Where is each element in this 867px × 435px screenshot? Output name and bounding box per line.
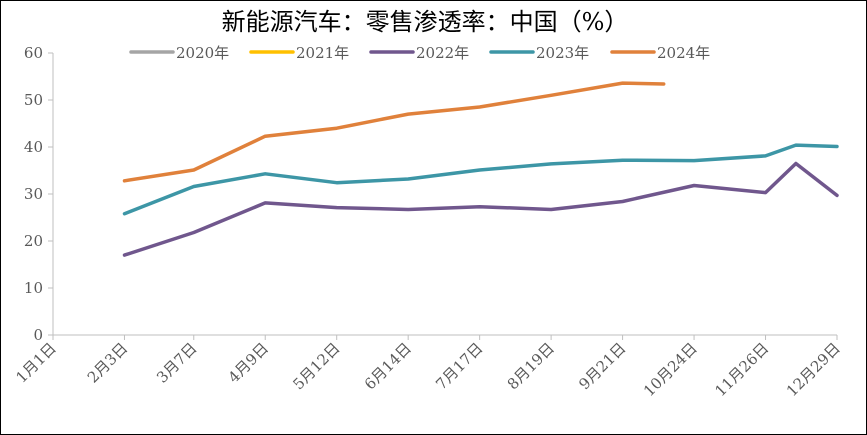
legend-label: 2023年 (536, 44, 589, 62)
legend-label: 2022年 (416, 44, 469, 62)
x-tick-label: 3月7日 (153, 339, 200, 386)
legend-label: 2020年 (176, 44, 229, 62)
y-tick-label: 0 (33, 326, 43, 344)
x-tick-label: 11月26日 (711, 339, 772, 400)
x-tick-label: 10月24日 (640, 339, 701, 400)
x-tick-label: 4月9日 (225, 339, 272, 386)
y-tick-label: 30 (24, 185, 43, 203)
y-axis: 0 10 20 30 40 50 60 (24, 44, 54, 344)
x-tick-label: 2月3日 (84, 339, 131, 386)
x-tick-label: 12月29日 (783, 339, 844, 400)
x-axis: 1月1日 2月3日 3月7日 4月9日 5月12日 6月14日 7月17日 8月19日 9月21… (12, 334, 844, 400)
y-tick-label: 40 (24, 138, 43, 156)
y-tick-label: 20 (24, 232, 43, 250)
legend-label: 2021年 (296, 44, 349, 62)
series-line-2023 (122, 143, 839, 216)
y-tick-label: 10 (24, 279, 43, 297)
x-tick-label: 8月19日 (504, 339, 558, 393)
chart-title: 新能源汽车：零售渗透率：中国（%） (222, 8, 629, 36)
x-tick-label: 5月12日 (289, 339, 343, 393)
legend: 2020年 2021年 2022年 2023年 2024年 (129, 44, 710, 62)
x-tick-label: 6月14日 (361, 339, 415, 393)
y-tick-label: 50 (24, 91, 43, 109)
series-line-2024 (122, 81, 666, 183)
legend-label: 2024年 (657, 44, 710, 62)
series-line-2022 (122, 161, 839, 257)
x-tick-label: 9月21日 (575, 339, 629, 393)
x-tick-label: 1月1日 (12, 339, 59, 386)
y-tick-label: 60 (24, 44, 43, 62)
series-group (122, 81, 839, 257)
x-tick-label: 7月17日 (432, 339, 486, 393)
